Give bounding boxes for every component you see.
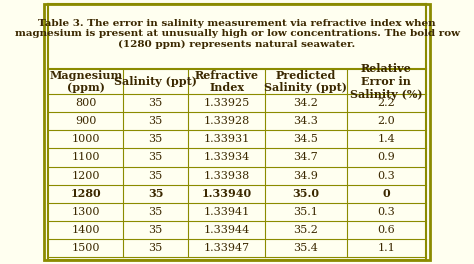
Text: 1280: 1280 [70,188,101,199]
Text: 2.2: 2.2 [377,98,395,108]
Text: 0.6: 0.6 [377,225,395,235]
Text: Magnesium
(ppm): Magnesium (ppm) [49,70,122,93]
Text: 34.9: 34.9 [293,171,319,181]
Text: 35.1: 35.1 [293,207,319,217]
Text: 34.5: 34.5 [293,134,319,144]
Text: Table 3. The error in salinity measurement via refractive index when
magnesium i: Table 3. The error in salinity measureme… [15,19,459,49]
Text: 35: 35 [148,116,163,126]
Text: 1400: 1400 [72,225,100,235]
Text: 1.33934: 1.33934 [203,152,250,162]
Text: 1.33938: 1.33938 [203,171,250,181]
Text: 35: 35 [148,225,163,235]
Text: Salinity (ppt): Salinity (ppt) [114,76,197,87]
Text: 0.3: 0.3 [377,171,395,181]
Text: 1.33947: 1.33947 [203,243,250,253]
Text: 800: 800 [75,98,96,108]
Text: 35: 35 [148,98,163,108]
Text: 35: 35 [148,188,164,199]
Text: 1.33941: 1.33941 [203,207,250,217]
Text: 35.0: 35.0 [292,188,319,199]
Text: 35.4: 35.4 [293,243,319,253]
Text: 1.33925: 1.33925 [203,98,250,108]
Text: 35: 35 [148,134,163,144]
Text: 35: 35 [148,152,163,162]
Text: 1.33940: 1.33940 [201,188,252,199]
Text: 34.7: 34.7 [293,152,318,162]
Text: 1100: 1100 [72,152,100,162]
Text: 1.33944: 1.33944 [203,225,250,235]
Text: Refractive
Index: Refractive Index [194,70,258,93]
Text: 900: 900 [75,116,96,126]
Text: 1000: 1000 [72,134,100,144]
Text: 35: 35 [148,171,163,181]
Text: 0.9: 0.9 [377,152,395,162]
Text: 34.2: 34.2 [293,98,319,108]
Text: 0: 0 [383,188,390,199]
Text: 2.0: 2.0 [377,116,395,126]
Text: 1.33931: 1.33931 [203,134,250,144]
Text: 34.3: 34.3 [293,116,319,126]
Text: 35: 35 [148,243,163,253]
Text: 1.33928: 1.33928 [203,116,250,126]
Text: 1200: 1200 [72,171,100,181]
Text: Relative
Error in
Salinity (%): Relative Error in Salinity (%) [350,63,422,100]
Text: 1300: 1300 [72,207,100,217]
Text: 1500: 1500 [72,243,100,253]
Text: 35: 35 [148,207,163,217]
Text: Predicted
Salinity (ppt): Predicted Salinity (ppt) [264,70,347,93]
Text: 1.4: 1.4 [377,134,395,144]
FancyBboxPatch shape [44,4,430,260]
Text: 35.2: 35.2 [293,225,319,235]
Text: 0.3: 0.3 [377,207,395,217]
Text: 1.1: 1.1 [377,243,395,253]
